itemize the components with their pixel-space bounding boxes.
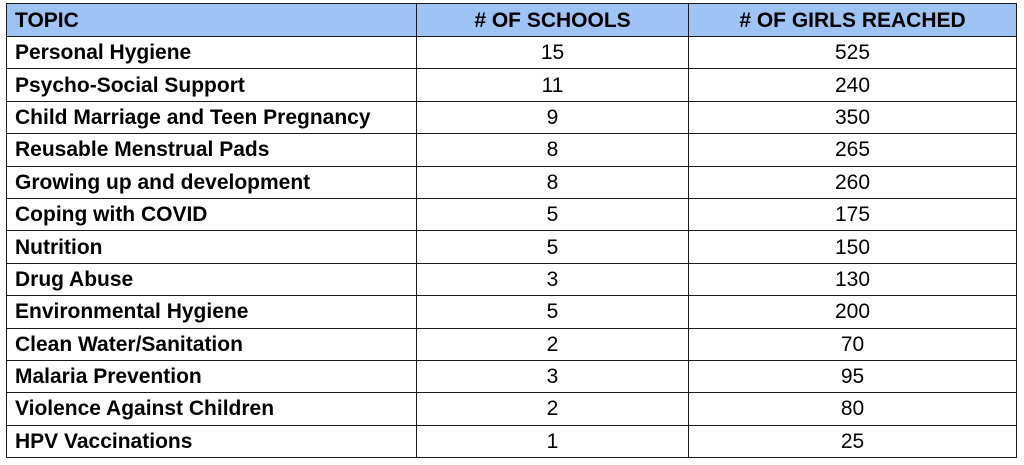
topic-cell: Psycho-Social Support bbox=[6, 68, 417, 102]
table-row: Nutrition 5 150 bbox=[6, 230, 1017, 264]
topics-table: TOPIC # OF SCHOOLS # OF GIRLS REACHED Pe… bbox=[6, 3, 1017, 459]
schools-cell: 1 bbox=[416, 424, 689, 459]
girls-reached-cell: 350 bbox=[688, 100, 1017, 135]
table-row: Violence Against Children 2 80 bbox=[6, 392, 1017, 426]
schools-cell: 3 bbox=[416, 262, 689, 297]
table-row: Personal Hygiene 15 525 bbox=[6, 35, 1017, 70]
girls-reached-cell: 25 bbox=[688, 424, 1017, 459]
schools-cell: 2 bbox=[416, 327, 689, 361]
topic-cell: Coping with COVID bbox=[6, 197, 417, 232]
topic-cell: Drug Abuse bbox=[6, 262, 417, 297]
girls-reached-cell: 240 bbox=[688, 68, 1017, 102]
topic-cell: Nutrition bbox=[6, 230, 417, 264]
girls-reached-cell: 265 bbox=[688, 133, 1017, 167]
column-header-schools: # OF SCHOOLS bbox=[416, 3, 689, 37]
schools-cell: 5 bbox=[416, 230, 689, 264]
girls-reached-cell: 80 bbox=[688, 392, 1017, 426]
table-row: Clean Water/Sanitation 2 70 bbox=[6, 327, 1017, 361]
header-row: TOPIC # OF SCHOOLS # OF GIRLS REACHED bbox=[6, 3, 1017, 37]
girls-reached-cell: 150 bbox=[688, 230, 1017, 264]
topic-cell: Personal Hygiene bbox=[6, 35, 417, 70]
girls-reached-cell: 175 bbox=[688, 197, 1017, 232]
topic-cell: Clean Water/Sanitation bbox=[6, 327, 417, 361]
schools-cell: 8 bbox=[416, 165, 689, 199]
topic-cell: Child Marriage and Teen Pregnancy bbox=[6, 100, 417, 135]
table-row: Coping with COVID 5 175 bbox=[6, 197, 1017, 232]
table-row: Malaria Prevention 3 95 bbox=[6, 359, 1017, 394]
schools-cell: 3 bbox=[416, 359, 689, 394]
column-header-topic: TOPIC bbox=[6, 3, 417, 37]
girls-reached-cell: 130 bbox=[688, 262, 1017, 297]
girls-reached-cell: 70 bbox=[688, 327, 1017, 361]
table-row: HPV Vaccinations 1 25 bbox=[6, 424, 1017, 459]
topic-cell: Malaria Prevention bbox=[6, 359, 417, 394]
schools-cell: 11 bbox=[416, 68, 689, 102]
schools-cell: 9 bbox=[416, 100, 689, 135]
schools-cell: 5 bbox=[416, 295, 689, 329]
table-row: Growing up and development 8 260 bbox=[6, 165, 1017, 199]
table-row: Environmental Hygiene 5 200 bbox=[6, 295, 1017, 329]
girls-reached-cell: 260 bbox=[688, 165, 1017, 199]
girls-reached-cell: 95 bbox=[688, 359, 1017, 394]
topic-cell: Growing up and development bbox=[6, 165, 417, 199]
table-row: Reusable Menstrual Pads 8 265 bbox=[6, 133, 1017, 167]
topic-cell: HPV Vaccinations bbox=[6, 424, 417, 459]
girls-reached-cell: 200 bbox=[688, 295, 1017, 329]
schools-cell: 2 bbox=[416, 392, 689, 426]
topic-cell: Environmental Hygiene bbox=[6, 295, 417, 329]
topic-cell: Violence Against Children bbox=[6, 392, 417, 426]
table-row: Drug Abuse 3 130 bbox=[6, 262, 1017, 297]
table-row: Child Marriage and Teen Pregnancy 9 350 bbox=[6, 100, 1017, 135]
table-row: Psycho-Social Support 11 240 bbox=[6, 68, 1017, 102]
girls-reached-cell: 525 bbox=[688, 35, 1017, 70]
column-header-girls-reached: # OF GIRLS REACHED bbox=[688, 3, 1017, 37]
schools-cell: 8 bbox=[416, 133, 689, 167]
schools-cell: 15 bbox=[416, 35, 689, 70]
topic-cell: Reusable Menstrual Pads bbox=[6, 133, 417, 167]
schools-cell: 5 bbox=[416, 197, 689, 232]
